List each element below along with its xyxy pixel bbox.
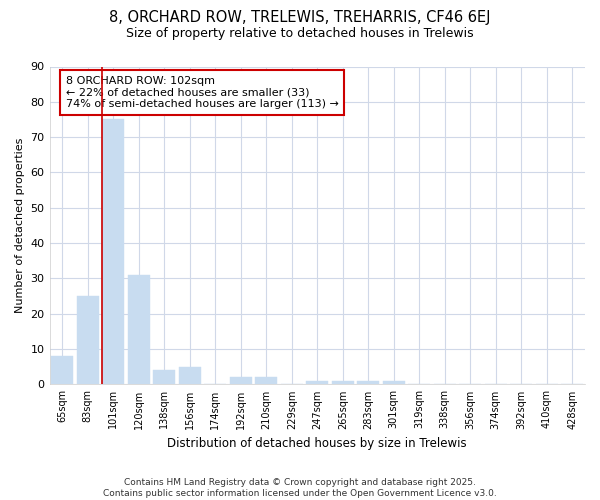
Bar bbox=[77, 296, 98, 384]
Bar bbox=[332, 381, 353, 384]
Bar bbox=[52, 356, 73, 384]
Text: Size of property relative to detached houses in Trelewis: Size of property relative to detached ho… bbox=[126, 28, 474, 40]
Text: 8, ORCHARD ROW, TRELEWIS, TREHARRIS, CF46 6EJ: 8, ORCHARD ROW, TRELEWIS, TREHARRIS, CF4… bbox=[109, 10, 491, 25]
X-axis label: Distribution of detached houses by size in Trelewis: Distribution of detached houses by size … bbox=[167, 437, 467, 450]
Text: Contains HM Land Registry data © Crown copyright and database right 2025.
Contai: Contains HM Land Registry data © Crown c… bbox=[103, 478, 497, 498]
Bar bbox=[154, 370, 175, 384]
Bar bbox=[358, 381, 379, 384]
Bar bbox=[103, 120, 124, 384]
Bar bbox=[307, 381, 328, 384]
Bar bbox=[230, 378, 251, 384]
Y-axis label: Number of detached properties: Number of detached properties bbox=[15, 138, 25, 313]
Bar bbox=[179, 367, 200, 384]
Text: 8 ORCHARD ROW: 102sqm
← 22% of detached houses are smaller (33)
74% of semi-deta: 8 ORCHARD ROW: 102sqm ← 22% of detached … bbox=[65, 76, 338, 109]
Bar bbox=[128, 275, 149, 384]
Bar bbox=[383, 381, 404, 384]
Bar bbox=[256, 378, 277, 384]
